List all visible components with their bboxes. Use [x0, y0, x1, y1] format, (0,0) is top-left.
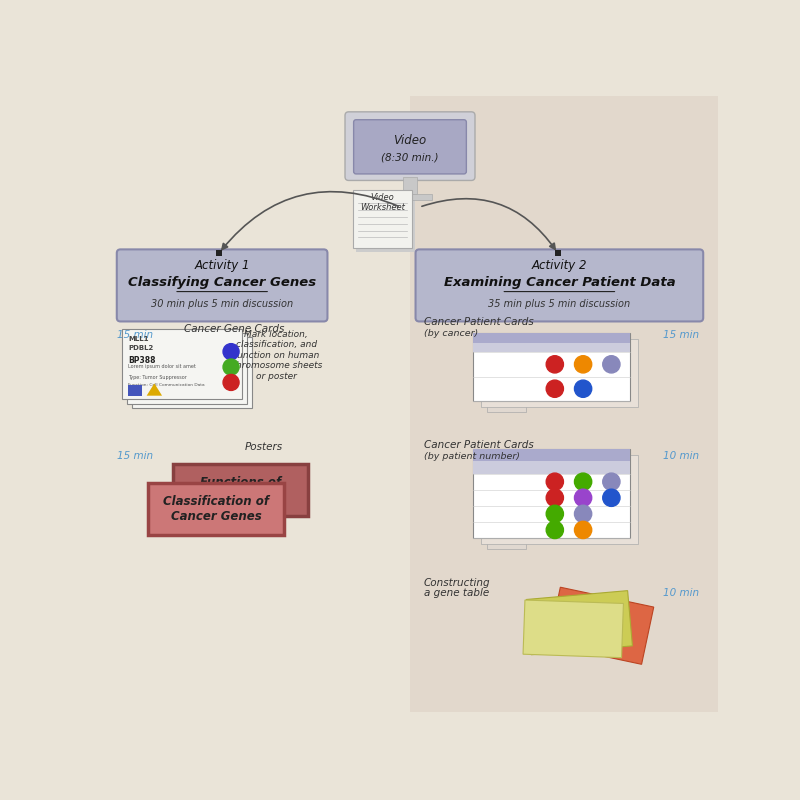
Bar	[473, 449, 630, 461]
Bar	[356, 193, 414, 251]
Text: Type: Tumor Suppressor: Type: Tumor Suppressor	[128, 374, 187, 380]
FancyBboxPatch shape	[117, 250, 327, 322]
Circle shape	[546, 356, 563, 373]
FancyBboxPatch shape	[354, 120, 466, 174]
Text: Activity 2: Activity 2	[532, 258, 587, 271]
Text: (by patient number): (by patient number)	[423, 452, 519, 461]
Text: Examining Cancer Patient Data: Examining Cancer Patient Data	[443, 276, 675, 289]
Text: 10 min: 10 min	[663, 588, 699, 598]
Text: 15 min: 15 min	[118, 451, 154, 462]
Text: Posters: Posters	[244, 442, 282, 452]
Bar	[523, 600, 623, 658]
Text: Cancer Patient Cards: Cancer Patient Cards	[423, 317, 534, 327]
Text: 15 min: 15 min	[663, 330, 699, 340]
Text: Video
Worksheet: Video Worksheet	[360, 193, 405, 213]
Bar	[548, 587, 654, 664]
Text: Classifying Cancer Genes: Classifying Cancer Genes	[128, 276, 316, 289]
Bar	[173, 464, 308, 517]
Bar	[526, 590, 633, 654]
Circle shape	[602, 356, 620, 373]
Bar	[481, 339, 638, 407]
Circle shape	[574, 473, 592, 490]
Text: MLL1: MLL1	[128, 336, 149, 342]
Circle shape	[223, 344, 239, 360]
Bar	[473, 461, 630, 474]
Bar	[473, 333, 630, 401]
Text: 30 min plus 5 min discussion: 30 min plus 5 min discussion	[151, 299, 293, 309]
Text: Function: Cell Communication Data: Function: Cell Communication Data	[128, 383, 205, 387]
Text: 35 min plus 5 min discussion: 35 min plus 5 min discussion	[488, 299, 630, 309]
Bar	[216, 250, 222, 256]
Circle shape	[602, 473, 620, 490]
Text: Lorem ipsum dolor sit amet: Lorem ipsum dolor sit amet	[128, 364, 196, 370]
Circle shape	[574, 506, 592, 522]
FancyBboxPatch shape	[345, 112, 475, 181]
FancyBboxPatch shape	[127, 333, 247, 404]
Bar	[473, 449, 630, 538]
Bar	[481, 455, 638, 544]
Circle shape	[574, 380, 592, 398]
Bar	[353, 190, 411, 249]
Circle shape	[546, 473, 563, 490]
Text: Constructing: Constructing	[423, 578, 490, 588]
Bar	[410, 96, 718, 712]
Text: Classification of
Cancer Genes: Classification of Cancer Genes	[163, 494, 269, 522]
Text: 15 min: 15 min	[118, 330, 154, 340]
Circle shape	[602, 489, 620, 506]
Bar	[554, 250, 561, 256]
Text: Cancer Patient Cards: Cancer Patient Cards	[423, 440, 534, 450]
Text: 10 min: 10 min	[663, 451, 699, 462]
Circle shape	[223, 374, 239, 390]
Text: Functions of
Cancer Genes: Functions of Cancer Genes	[195, 476, 286, 504]
Circle shape	[574, 489, 592, 506]
FancyBboxPatch shape	[122, 329, 242, 399]
Circle shape	[546, 489, 563, 506]
Text: Video: Video	[394, 134, 426, 147]
Circle shape	[546, 380, 563, 398]
Circle shape	[574, 356, 592, 373]
FancyArrowPatch shape	[422, 198, 555, 250]
Text: BP388: BP388	[128, 356, 156, 365]
Circle shape	[546, 522, 563, 538]
Bar	[473, 333, 630, 342]
Bar	[473, 342, 630, 352]
Text: (by cancer): (by cancer)	[423, 329, 478, 338]
Bar	[486, 460, 526, 549]
Text: a gene table: a gene table	[423, 588, 489, 598]
Text: Mark location,
classification, and
function on human
chromosome sheets
or poster: Mark location, classification, and funct…	[230, 330, 322, 381]
Bar	[486, 344, 526, 412]
Bar	[403, 177, 417, 194]
Text: (8:30 min.): (8:30 min.)	[382, 153, 438, 162]
FancyBboxPatch shape	[132, 337, 252, 408]
Circle shape	[223, 359, 239, 375]
Circle shape	[546, 506, 563, 522]
Polygon shape	[146, 383, 162, 396]
Bar	[389, 194, 431, 200]
FancyArrowPatch shape	[222, 192, 398, 250]
Text: Activity 1: Activity 1	[194, 258, 250, 271]
Text: PDBL2: PDBL2	[128, 345, 154, 350]
Bar	[128, 385, 142, 396]
Bar	[148, 482, 284, 535]
Text: Cancer Gene Cards: Cancer Gene Cards	[184, 324, 285, 334]
Bar	[102, 96, 410, 712]
Circle shape	[574, 522, 592, 538]
FancyBboxPatch shape	[415, 250, 703, 322]
